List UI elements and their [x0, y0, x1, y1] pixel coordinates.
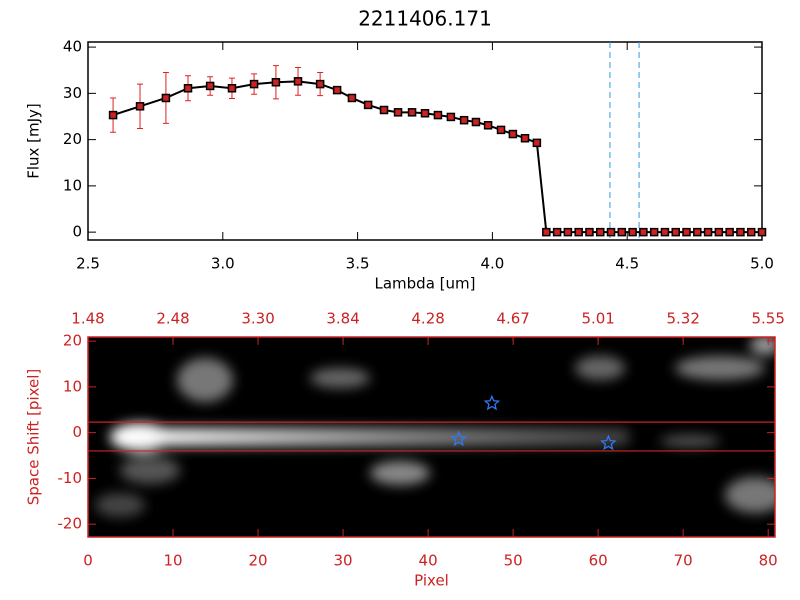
y-tick-label: 20 [63, 332, 82, 350]
y-tick-label: 0 [72, 423, 82, 441]
x2-tick-label: 3.84 [326, 310, 359, 328]
data-point [393, 108, 403, 117]
data-point [508, 129, 518, 139]
x2-tick-label: 1.48 [71, 310, 104, 328]
x-tick-label: 70 [674, 552, 693, 570]
x2-tick-label: 5.01 [581, 310, 614, 328]
y-tick-label: 0 [72, 223, 82, 241]
data-point [563, 227, 573, 237]
data-point [671, 227, 680, 237]
x2-tick-label: 5.55 [751, 310, 784, 328]
x-tick-label: 80 [759, 552, 778, 570]
x-tick-label: 10 [163, 552, 182, 570]
data-point [714, 227, 724, 237]
data-point [746, 227, 756, 237]
data-point [682, 227, 691, 237]
data-point [649, 227, 659, 237]
data-point [693, 227, 702, 237]
x-tick-label: 5.0 [750, 255, 774, 273]
data-point [459, 115, 469, 125]
data-point [108, 110, 118, 120]
data-point [639, 227, 648, 237]
plot-frame [87, 336, 776, 538]
x-axis-label: Pixel [414, 572, 449, 590]
data-point [471, 117, 481, 127]
data-point [542, 227, 551, 237]
data-point [446, 112, 456, 122]
y-axis-label: Space Shift [pixel] [25, 369, 43, 506]
data-point [757, 227, 767, 237]
data-point [585, 227, 594, 237]
data-point [496, 125, 506, 135]
data-point [227, 84, 237, 93]
data-point [736, 227, 745, 237]
data-point [161, 93, 171, 103]
chart-title: 2211406.171 [358, 7, 492, 31]
data-point [347, 93, 357, 103]
data-point [205, 81, 215, 91]
data-point [574, 227, 583, 237]
y-tick-label: 30 [63, 84, 82, 102]
y-tick-label: 40 [63, 38, 82, 56]
x-tick-label: 30 [334, 552, 353, 570]
x-axis-label: Lambda [um] [375, 275, 476, 293]
x-tick-label: 2.5 [76, 255, 100, 273]
x2-tick-label: 2.48 [156, 310, 189, 328]
x-tick-label: 40 [419, 552, 438, 570]
x-tick-label: 3.5 [346, 255, 370, 273]
data-point [249, 79, 259, 89]
data-point [315, 79, 325, 89]
data-point [135, 102, 145, 111]
data-point [595, 227, 605, 237]
x2-tick-label: 4.67 [496, 310, 529, 328]
y-axis-label: Flux [mJy] [25, 103, 43, 179]
data-point [552, 227, 562, 237]
star-marker [483, 394, 501, 411]
data-point [606, 227, 616, 237]
data-point [532, 138, 542, 148]
data-point [483, 121, 493, 130]
x2-tick-label: 5.32 [666, 310, 699, 328]
y-tick-label: -10 [58, 469, 83, 487]
x-tick-label: 4.0 [480, 255, 504, 273]
data-point [660, 227, 670, 237]
x-tick-label: 60 [589, 552, 608, 570]
data-line [112, 80, 762, 234]
y-tick-label: 20 [63, 130, 82, 148]
plot-frame [87, 41, 763, 241]
data-point [617, 227, 627, 237]
x-tick-label: 3.0 [211, 255, 235, 273]
data-point [725, 227, 734, 237]
x2-tick-label: 4.28 [411, 310, 444, 328]
y-tick-label: -20 [58, 515, 83, 533]
x-tick-label: 50 [504, 552, 523, 570]
x-tick-label: 20 [249, 552, 268, 570]
data-point [628, 227, 637, 237]
data-point [332, 85, 342, 95]
y-tick-label: 10 [63, 377, 82, 395]
data-point [433, 110, 443, 120]
data-point [407, 108, 417, 117]
image-blobs [95, 337, 775, 517]
data-point [420, 108, 430, 118]
x-tick-label: 4.5 [615, 255, 639, 273]
x-tick-label: 0 [83, 552, 93, 570]
y-tick-label: 10 [63, 176, 82, 194]
data-point [520, 133, 530, 143]
data-point [183, 84, 193, 93]
data-point [363, 100, 373, 110]
star-marker [600, 434, 617, 451]
x2-tick-label: 3.30 [241, 310, 274, 328]
data-point [293, 77, 303, 86]
star-marker [450, 430, 468, 447]
data-point [271, 77, 281, 87]
data-point [379, 105, 389, 115]
data-point [703, 227, 713, 237]
